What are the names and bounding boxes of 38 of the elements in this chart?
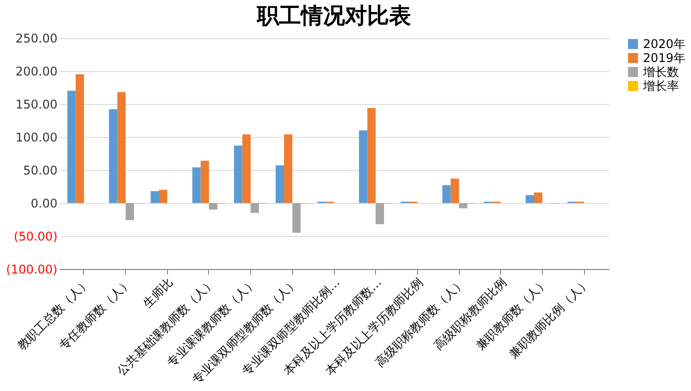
bar (376, 203, 384, 224)
bar (200, 160, 209, 203)
y-tick-label: (50.00) (14, 230, 58, 244)
bar (76, 74, 84, 203)
bar (534, 192, 542, 203)
x-tick-label: 生师比 (140, 275, 176, 310)
bar (367, 108, 376, 203)
bar (209, 203, 218, 210)
bar (150, 191, 159, 203)
bar (284, 134, 292, 203)
legend-label: 增长数 (642, 65, 679, 79)
y-tick-label: 250.00 (16, 32, 58, 46)
bar (459, 203, 468, 208)
chart-title: 职工情况对比表 (256, 4, 411, 29)
y-tick-label: 200.00 (16, 64, 58, 78)
bar (192, 167, 201, 203)
legend-label: 增长率 (642, 79, 679, 93)
bar (359, 130, 368, 203)
bar (159, 190, 168, 203)
bar (276, 165, 284, 203)
bar (242, 134, 251, 203)
bar (109, 109, 118, 203)
bar (117, 92, 126, 203)
bar (234, 146, 242, 203)
bar (250, 203, 259, 213)
y-tick-label: 100.00 (16, 130, 58, 144)
y-tick-label: 0.00 (30, 196, 58, 210)
y-tick-label: 50.00 (23, 164, 58, 178)
y-tick-label: (100.00) (6, 262, 58, 276)
y-tick-label: 150.00 (16, 98, 58, 112)
bar (442, 185, 451, 203)
bar (67, 90, 76, 203)
bar (450, 178, 459, 203)
bar (526, 195, 534, 203)
bar (126, 203, 134, 220)
legend-label: 2019年 (643, 51, 686, 65)
legend-label: 2020年 (643, 37, 686, 51)
bar (292, 203, 301, 233)
